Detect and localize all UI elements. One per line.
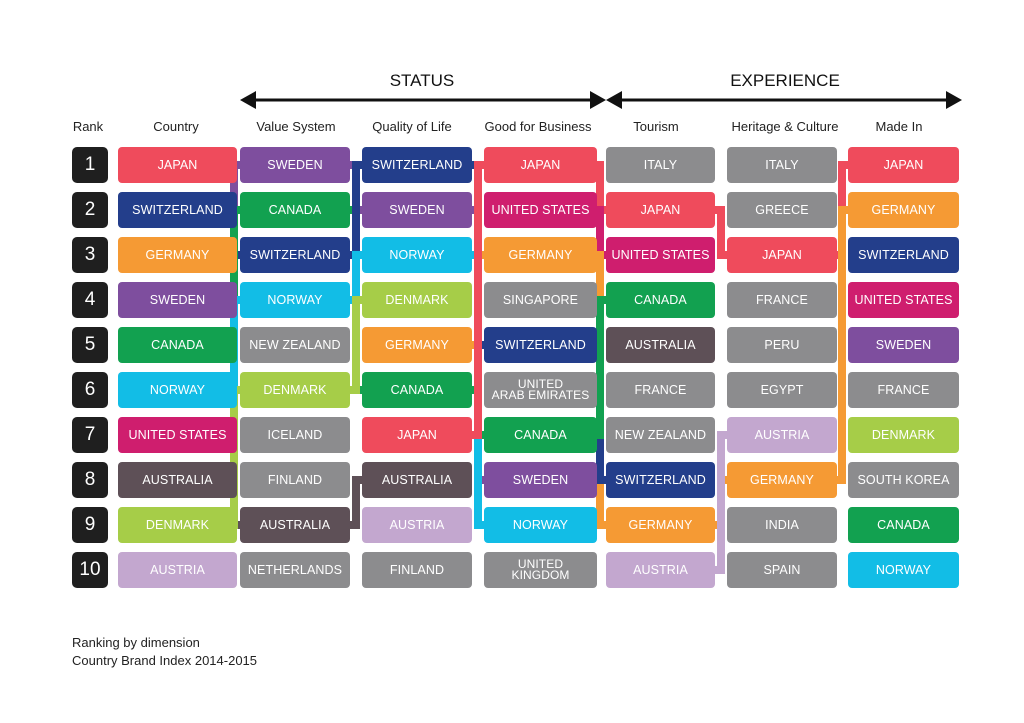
cell-value_system-rank-2: CANADA — [240, 192, 350, 228]
cell-value_system-rank-7: ICELAND — [240, 417, 350, 453]
cell-country-rank-3: GERMANY — [118, 237, 237, 273]
cell-quality_of_life-rank-4: DENMARK — [362, 282, 472, 318]
cell-heritage_culture-rank-9: INDIA — [727, 507, 837, 543]
cell-tourism-rank-1: ITALY — [606, 147, 715, 183]
cell-quality_of_life-rank-2: SWEDEN — [362, 192, 472, 228]
cell-good_for_business-rank-2: UNITED STATES — [484, 192, 597, 228]
cell-quality_of_life-rank-10: FINLAND — [362, 552, 472, 588]
cell-value_system-rank-1: SWEDEN — [240, 147, 350, 183]
cell-made_in-rank-9: CANADA — [848, 507, 959, 543]
cell-country-rank-5: CANADA — [118, 327, 237, 363]
cell-value_system-rank-5: NEW ZEALAND — [240, 327, 350, 363]
cell-good_for_business-rank-1: JAPAN — [484, 147, 597, 183]
cell-value_system-rank-4: NORWAY — [240, 282, 350, 318]
cell-country-rank-4: SWEDEN — [118, 282, 237, 318]
cell-made_in-rank-4: UNITED STATES — [848, 282, 959, 318]
cell-made_in-rank-1: JAPAN — [848, 147, 959, 183]
cell-made_in-rank-5: SWEDEN — [848, 327, 959, 363]
rank-8: 8 — [72, 462, 108, 498]
cell-quality_of_life-rank-5: GERMANY — [362, 327, 472, 363]
cell-made_in-rank-8: SOUTH KOREA — [848, 462, 959, 498]
cell-tourism-rank-4: CANADA — [606, 282, 715, 318]
cell-good_for_business-rank-10: UNITED KINGDOM — [484, 552, 597, 588]
cell-made_in-rank-6: FRANCE — [848, 372, 959, 408]
cell-heritage_culture-rank-2: GREECE — [727, 192, 837, 228]
cell-country-rank-9: DENMARK — [118, 507, 237, 543]
cell-tourism-rank-7: NEW ZEALAND — [606, 417, 715, 453]
cell-tourism-rank-6: FRANCE — [606, 372, 715, 408]
cell-value_system-rank-9: AUSTRALIA — [240, 507, 350, 543]
footer-title: Ranking by dimension — [72, 635, 200, 650]
cell-tourism-rank-5: AUSTRALIA — [606, 327, 715, 363]
cell-made_in-rank-7: DENMARK — [848, 417, 959, 453]
cell-heritage_culture-rank-5: PERU — [727, 327, 837, 363]
cell-quality_of_life-rank-3: NORWAY — [362, 237, 472, 273]
cell-value_system-rank-3: SWITZERLAND — [240, 237, 350, 273]
cell-good_for_business-rank-5: SWITZERLAND — [484, 327, 597, 363]
cell-tourism-rank-2: JAPAN — [606, 192, 715, 228]
header-good-for-business: Good for Business — [484, 119, 592, 134]
cell-tourism-rank-8: SWITZERLAND — [606, 462, 715, 498]
cell-quality_of_life-rank-9: AUSTRIA — [362, 507, 472, 543]
rank-3: 3 — [72, 237, 108, 273]
connector-austria — [708, 431, 737, 574]
cell-tourism-rank-3: UNITED STATES — [606, 237, 715, 273]
cell-good_for_business-rank-6: UNITED ARAB EMIRATES — [484, 372, 597, 408]
cell-good_for_business-rank-7: CANADA — [484, 417, 597, 453]
cell-good_for_business-rank-3: GERMANY — [484, 237, 597, 273]
cell-good_for_business-rank-4: SINGAPORE — [484, 282, 597, 318]
cell-country-rank-6: NORWAY — [118, 372, 237, 408]
header-made-in: Made In — [875, 119, 923, 134]
cell-country-rank-2: SWITZERLAND — [118, 192, 237, 228]
cell-quality_of_life-rank-1: SWITZERLAND — [362, 147, 472, 183]
cell-value_system-rank-10: NETHERLANDS — [240, 552, 350, 588]
cell-heritage_culture-rank-6: EGYPT — [727, 372, 837, 408]
cell-quality_of_life-rank-7: JAPAN — [362, 417, 472, 453]
cell-good_for_business-rank-8: SWEDEN — [484, 462, 597, 498]
cell-country-rank-10: AUSTRIA — [118, 552, 237, 588]
rank-10: 10 — [72, 552, 108, 588]
status-group-label: STATUS — [389, 71, 455, 90]
cell-good_for_business-rank-9: NORWAY — [484, 507, 597, 543]
status-arrow — [240, 91, 606, 109]
experience-group-label: EXPERIENCE — [730, 71, 840, 90]
cell-heritage_culture-rank-4: FRANCE — [727, 282, 837, 318]
header-heritage-culture: Heritage & Culture — [731, 119, 839, 134]
cell-heritage_culture-rank-10: SPAIN — [727, 552, 837, 588]
cell-tourism-rank-9: GERMANY — [606, 507, 715, 543]
cell-made_in-rank-10: NORWAY — [848, 552, 959, 588]
experience-arrow — [606, 91, 962, 109]
cell-heritage_culture-rank-8: GERMANY — [727, 462, 837, 498]
footer-source: Country Brand Index 2014-2015 — [72, 653, 258, 668]
cell-value_system-rank-6: DENMARK — [240, 372, 350, 408]
cell-heritage_culture-rank-3: JAPAN — [727, 237, 837, 273]
cell-value_system-rank-8: FINLAND — [240, 462, 350, 498]
header-value-system: Value System — [256, 119, 336, 134]
rank-1: 1 — [72, 147, 108, 183]
connector-denmark — [230, 386, 250, 529]
rank-5: 5 — [72, 327, 108, 363]
cell-quality_of_life-rank-6: CANADA — [362, 372, 472, 408]
rank-9: 9 — [72, 507, 108, 543]
rank-2: 2 — [72, 192, 108, 228]
cell-heritage_culture-rank-1: ITALY — [727, 147, 837, 183]
rank-4: 4 — [72, 282, 108, 318]
cell-country-rank-7: UNITED STATES — [118, 417, 237, 453]
cell-heritage_culture-rank-7: AUSTRIA — [727, 417, 837, 453]
header-country: Country — [153, 119, 199, 134]
rank-6: 6 — [72, 372, 108, 408]
cell-country-rank-8: AUSTRALIA — [118, 462, 237, 498]
cell-quality_of_life-rank-8: AUSTRALIA — [362, 462, 472, 498]
cell-made_in-rank-2: GERMANY — [848, 192, 959, 228]
cell-tourism-rank-10: AUSTRIA — [606, 552, 715, 588]
cell-made_in-rank-3: SWITZERLAND — [848, 237, 959, 273]
rank-7: 7 — [72, 417, 108, 453]
connector-canada — [590, 296, 616, 439]
cell-country-rank-1: JAPAN — [118, 147, 237, 183]
header-rank: Rank — [72, 119, 104, 134]
header-tourism: Tourism — [633, 119, 679, 134]
header-quality-of-life: Quality of Life — [372, 119, 452, 134]
